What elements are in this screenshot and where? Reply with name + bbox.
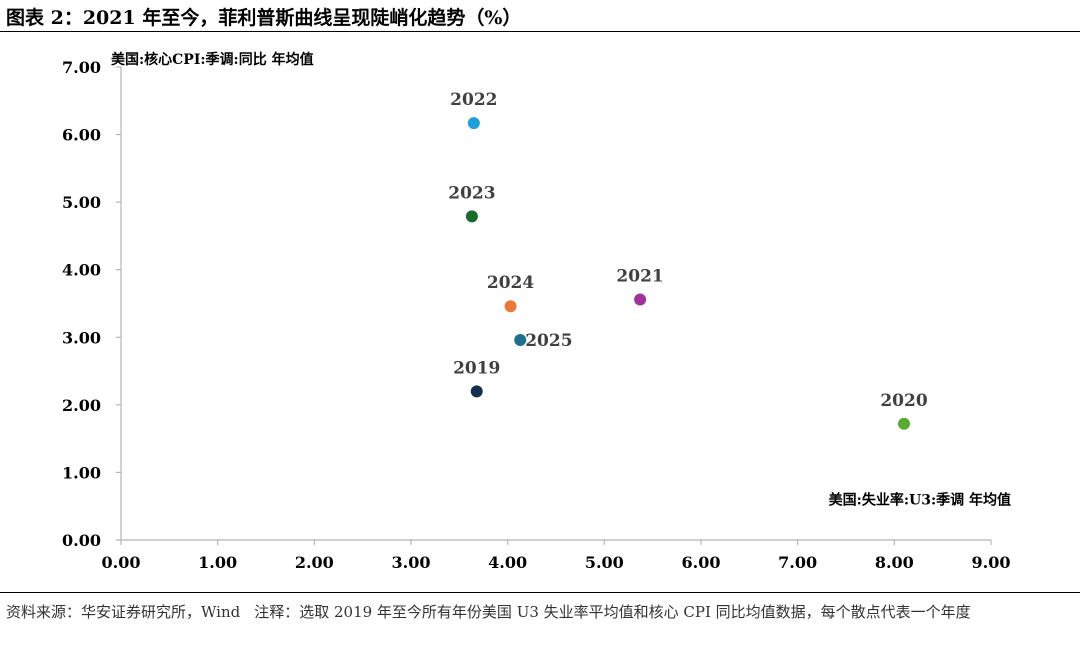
bottom-rule <box>0 592 1080 593</box>
y-tick-label: 4.00 <box>62 261 101 280</box>
data-label-2022: 2022 <box>450 90 497 110</box>
x-axis-ticks: 0.00 1.00 2.00 3.00 4.00 5.00 6.00 7.00 8.00 9.00 <box>102 540 1011 572</box>
data-point-2025 <box>514 333 527 346</box>
y-axis-ticks: 0.00 1.00 2.00 3.00 4.00 5.00 6.00 7.00 <box>62 58 121 550</box>
data-point-2022 <box>467 117 480 130</box>
y-tick-label: 2.00 <box>62 396 101 415</box>
data-label-2019: 2019 <box>453 358 500 378</box>
source-text: 资料来源：华安证券研究所，Wind <box>6 603 241 621</box>
data-points: 2019 2020 2021 2022 2023 2024 2025 <box>448 90 928 430</box>
footer: 资料来源：华安证券研究所，Wind 注释：选取 2019 年至今所有年份美国 U3… <box>6 599 1074 626</box>
y-tick-label: 5.00 <box>62 193 101 212</box>
y-tick-label: 6.00 <box>62 126 101 145</box>
x-tick-label: 0.00 <box>102 553 141 572</box>
x-tick-label: 7.00 <box>778 553 817 572</box>
x-tick-label: 4.00 <box>488 553 527 572</box>
scatter-chart: 0.00 1.00 2.00 3.00 4.00 5.00 6.00 7.00 0.00 1.0… <box>62 51 1011 572</box>
data-label-2025: 2025 <box>525 331 572 351</box>
x-tick-label: 1.00 <box>198 553 237 572</box>
top-rule <box>0 31 1080 32</box>
x-axis-label: 美国:失业率:U3:季调 年均值 <box>829 491 1011 508</box>
x-tick-label: 6.00 <box>682 553 721 572</box>
x-tick-label: 5.00 <box>585 553 624 572</box>
data-label-2021: 2021 <box>616 266 663 286</box>
y-tick-label: 1.00 <box>62 463 101 482</box>
data-label-2020: 2020 <box>880 391 927 411</box>
data-point-2023 <box>465 210 478 223</box>
y-tick-label: 3.00 <box>62 328 101 347</box>
chart-title: 图表 2：2021 年至今，菲利普斯曲线呈现陡峭化趋势（%） <box>6 7 522 29</box>
x-tick-label: 9.00 <box>972 553 1011 572</box>
x-tick-label: 8.00 <box>875 553 914 572</box>
y-axis-label: 美国:核心CPI:季调:同比 年均值 <box>111 51 314 68</box>
data-point-2019 <box>470 385 483 398</box>
data-point-2020 <box>898 417 910 430</box>
data-label-2024: 2024 <box>487 273 534 293</box>
x-tick-label: 3.00 <box>392 553 431 572</box>
data-point-2021 <box>634 293 647 306</box>
y-tick-label: 7.00 <box>62 58 101 77</box>
note-text: 注释：选取 2019 年至今所有年份美国 U3 失业率平均值和核心 CPI 同比… <box>254 603 971 621</box>
data-point-2024 <box>504 300 517 313</box>
x-tick-label: 2.00 <box>295 553 334 572</box>
data-label-2023: 2023 <box>448 183 495 203</box>
y-tick-label: 0.00 <box>62 531 101 550</box>
